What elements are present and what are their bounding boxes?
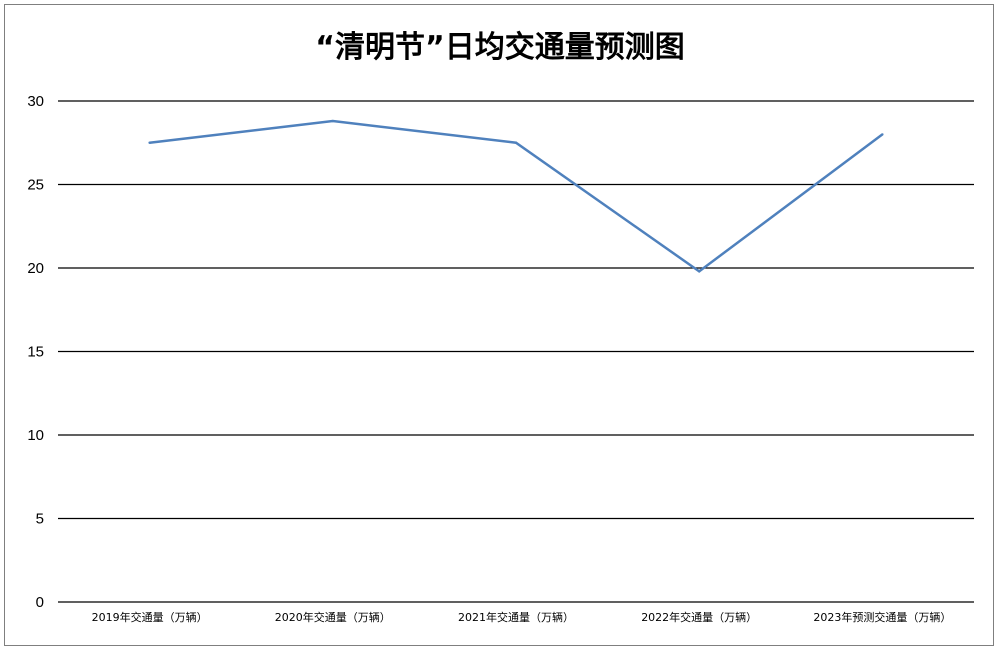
data-point	[881, 133, 884, 136]
data-point	[331, 119, 334, 123]
chart-title: “清明节”日均交通量预测图	[315, 30, 685, 65]
gridlines	[58, 100, 974, 603]
x-category-label: 2023年预测交通量（万辆）	[813, 610, 951, 624]
data-point	[514, 141, 518, 144]
x-category-label: 2021年交通量（万辆）	[458, 610, 574, 624]
data-point	[148, 141, 151, 144]
y-tick-label: 30	[27, 93, 44, 110]
y-tick-label: 10	[27, 427, 44, 444]
x-category-label: 2019年交通量（万辆）	[92, 610, 208, 624]
data-point	[698, 270, 701, 273]
chart-frame	[4, 4, 994, 646]
y-axis-tick-labels: 0 5 10 15 20 25 30	[27, 93, 44, 611]
x-category-label: 2022年交通量（万辆）	[641, 610, 757, 624]
series-lines	[148, 119, 884, 273]
y-tick-label: 5	[36, 511, 44, 528]
y-tick-label: 20	[27, 260, 44, 277]
x-axis-category-labels: 2019年交通量（万辆） 2020年交通量（万辆） 2021年交通量（万辆） 2022…	[92, 610, 952, 624]
x-category-label: 2020年交通量（万辆）	[275, 610, 391, 624]
y-tick-label: 0	[36, 594, 44, 611]
y-tick-label: 25	[27, 177, 44, 194]
y-tick-label: 15	[27, 344, 44, 361]
